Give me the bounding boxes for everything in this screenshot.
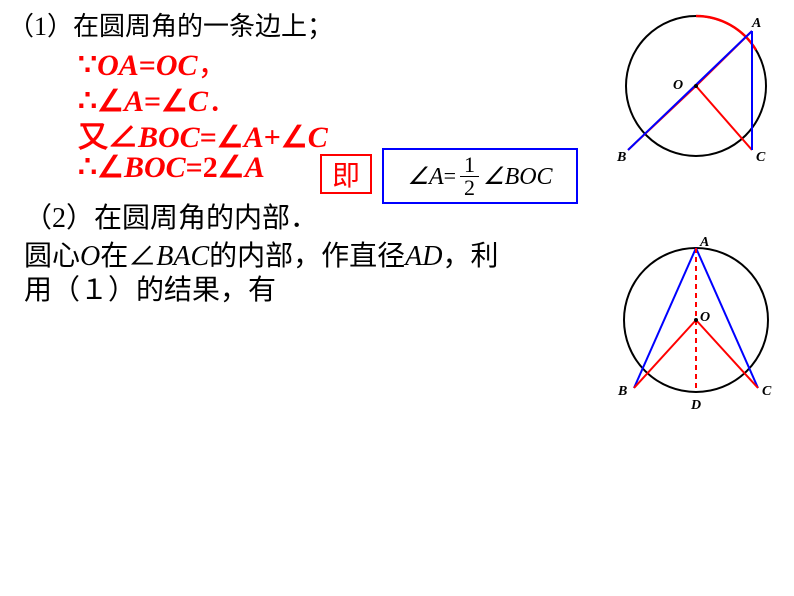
proof-line-4: ∴∠BOC=2∠A: [78, 150, 265, 185]
proof4-ang: ∠: [218, 151, 245, 184]
diagram-1: [610, 0, 794, 190]
d2-line-oc: [696, 320, 758, 388]
formula-box: ∠A = 1 2 ∠BOC: [382, 148, 578, 204]
proof3-plus: +: [264, 121, 281, 154]
formula-num: 1: [460, 154, 479, 177]
d1-center-dot: [694, 84, 698, 88]
d1-line-oc: [696, 86, 752, 150]
diagram-2: [610, 230, 794, 430]
proof4-a2: A: [245, 151, 265, 184]
formula-angBOC: ∠BOC: [483, 162, 553, 191]
d2-label-A: A: [700, 235, 709, 251]
proof4-eq: =: [186, 151, 203, 184]
proof4-pre: ∴∠: [78, 151, 124, 184]
d1-label-B: B: [617, 150, 626, 166]
case-2-heading: （2）在圆周角的内部．: [24, 196, 318, 236]
jie-text: 即: [332, 154, 360, 194]
proof3-c2: C: [308, 121, 328, 154]
d2-label-D: D: [691, 398, 701, 414]
d2-center-dot: [694, 318, 698, 322]
case-2-heading-text: （2）在圆周角的内部．: [24, 203, 318, 234]
d2-line-ab: [634, 248, 696, 388]
formula-frac: 1 2: [460, 154, 479, 199]
case-1-heading-text: （1）在圆周角的一条边上；: [8, 12, 333, 41]
proof4-two: 2: [203, 151, 218, 184]
formula-eq: =: [444, 163, 456, 189]
l4: 用（１）的结果，有: [24, 275, 276, 306]
case-1-heading: （1）在圆周角的一条边上；: [8, 6, 333, 43]
formula-angA: ∠A: [407, 162, 443, 191]
d1-label-C: C: [756, 150, 765, 166]
d2-line-ob: [634, 320, 696, 388]
l3g: ，利: [443, 241, 499, 272]
jie-box: 即: [320, 154, 372, 194]
d2-label-C: C: [762, 384, 771, 400]
d1-label-O: O: [673, 78, 683, 94]
case-2-line-2: 用（１）的结果，有: [24, 268, 276, 308]
d1-label-A: A: [752, 16, 761, 32]
d1-line-ab: [628, 31, 752, 150]
proof4-boc: BOC: [124, 151, 186, 184]
l3f: AD: [405, 241, 442, 272]
d2-label-B: B: [618, 384, 627, 400]
proof3-ang: ∠: [281, 121, 308, 154]
d1-arc: [696, 16, 756, 50]
formula-den: 2: [460, 177, 479, 199]
d2-label-O: O: [700, 310, 710, 326]
